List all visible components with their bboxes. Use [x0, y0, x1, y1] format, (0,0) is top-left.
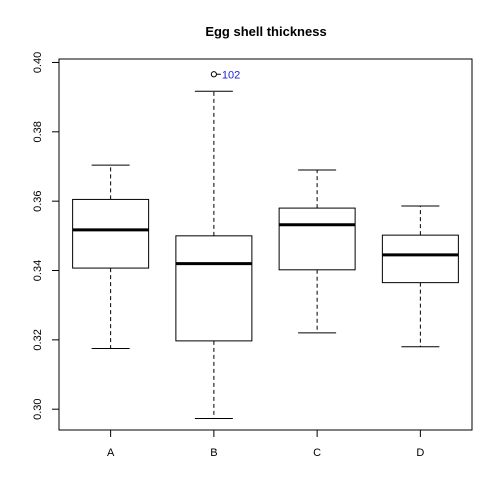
- plot-frame: [58, 58, 473, 431]
- y-tick-label: 0.30: [32, 398, 44, 419]
- x-tick-label: D: [416, 447, 424, 459]
- y-tick-label: 0.34: [32, 260, 44, 281]
- x-tick-label: B: [210, 447, 217, 459]
- outlier-label: 102: [222, 69, 240, 81]
- box-A: [72, 198, 150, 269]
- chart-title: Egg shell thickness: [205, 24, 326, 39]
- box-B: [175, 235, 253, 342]
- x-tick-label: C: [313, 447, 321, 459]
- x-tick-label: A: [107, 447, 115, 459]
- box-D: [381, 234, 459, 284]
- box-C: [278, 207, 356, 271]
- outlier-point: [210, 71, 217, 78]
- y-tick-label: 0.32: [32, 329, 44, 350]
- y-tick-label: 0.38: [32, 121, 44, 142]
- plot-area: 0.30 0.32 0.34 0.36 0.38 0.40 A B C D 102: [32, 52, 473, 459]
- y-tick-label: 0.40: [32, 52, 44, 73]
- y-tick-label: 0.36: [32, 190, 44, 211]
